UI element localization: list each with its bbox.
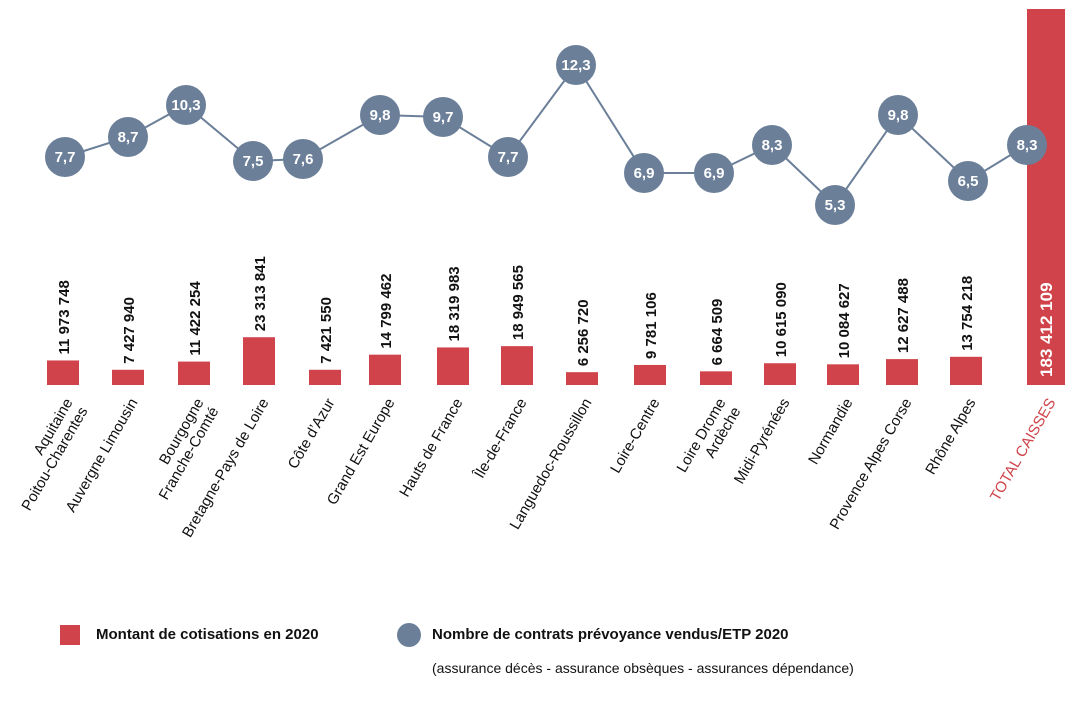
point-value-label: 5,3 (825, 197, 846, 214)
legend-bar-swatch (60, 625, 80, 645)
bar (437, 347, 469, 385)
point-value-label: 8,3 (762, 137, 783, 154)
chart: 11 973 748 7 427 940 11 422 254 23 313 841 7… (18, 9, 1065, 540)
category-label-line: Normandie (805, 396, 856, 468)
bar-value-label: 10 615 090 (773, 282, 790, 357)
point-value-label: 12,3 (561, 57, 590, 74)
bar (634, 364, 666, 385)
bar (886, 359, 918, 385)
line-point (45, 137, 85, 177)
bar (243, 337, 275, 385)
line-point (423, 97, 463, 137)
bar-value-label: 7 427 940 (121, 297, 138, 364)
bar (827, 364, 859, 385)
legend-line-sublabel: (assurance décès - assurance obsèques - … (432, 660, 854, 676)
point-value-label: 8,7 (118, 129, 139, 146)
category-label-line: Midi-Pyrénées (731, 396, 794, 488)
category-label: Midi-Pyrénées (731, 396, 794, 488)
bar-value-label: 6 256 720 (575, 299, 592, 366)
bar-value-label: 10 084 627 (836, 283, 853, 358)
line-series (64, 63, 1028, 207)
bar-value-label: 7 421 550 (318, 297, 335, 364)
point-value-label: 8,3 (1017, 137, 1038, 154)
bar-value-label: 11 422 254 (187, 281, 204, 356)
line-point (752, 125, 792, 165)
bar-value-label: 18 319 983 (446, 266, 463, 341)
bar (178, 361, 210, 385)
point-value-label: 9,8 (370, 107, 391, 124)
bar-value-label: 13 754 218 (959, 276, 976, 351)
category-label: TOTAL CAISSES (987, 396, 1060, 505)
bar (47, 360, 79, 385)
category-label: Île-de-France (471, 396, 531, 483)
category-label: Rhône Alpes (922, 396, 979, 478)
bar-value-label: 11 973 748 (56, 280, 73, 354)
category-label-line: TOTAL CAISSES (987, 396, 1060, 505)
legend-line-swatch (397, 623, 421, 647)
line-point (166, 85, 206, 125)
point-value-label: 6,5 (958, 173, 979, 190)
point-value-label: 6,9 (634, 165, 655, 182)
bar (369, 354, 401, 385)
category-label: Normandie (805, 396, 856, 468)
point-value-label: 7,7 (498, 149, 519, 166)
line-point (1007, 125, 1047, 165)
bar (700, 371, 732, 385)
bar (950, 356, 982, 385)
bar-value-label: 12 627 488 (895, 278, 912, 353)
point-value-label: 7,6 (293, 151, 314, 168)
point-value-label: 7,5 (243, 153, 264, 170)
bar-value-label: 18 949 565 (510, 265, 527, 340)
point-value-label: 6,9 (704, 165, 725, 182)
bar-value-label: 14 799 462 (378, 274, 395, 349)
category-label-line: Côte d’Azur (285, 396, 339, 472)
bar-value-label: 23 313 841 (252, 256, 269, 331)
line-point (878, 95, 918, 135)
point-value-label: 9,8 (888, 107, 909, 124)
category-label-line: Rhône Alpes (922, 396, 979, 478)
bar (566, 372, 598, 385)
bar (764, 363, 796, 385)
line-point (360, 95, 400, 135)
category-label-line: Hauts de France (396, 396, 466, 501)
line-point (948, 161, 988, 201)
bar (112, 369, 144, 385)
category-label-line: Île-de-France (471, 396, 531, 483)
line-point (815, 185, 855, 225)
bar-value-label: 183 412 109 (1037, 282, 1056, 377)
category-label: Grand Est Europe (324, 396, 399, 508)
point-value-label: 9,7 (433, 109, 454, 126)
line-point (108, 117, 148, 157)
line-point (488, 137, 528, 177)
category-label: Côte d’Azur (285, 396, 339, 472)
legend-line-label: Nombre de contrats prévoyance vendus/ETP… (432, 626, 789, 643)
line-point (624, 153, 664, 193)
category-label: Loire DromeArdèche (673, 396, 744, 485)
bar (1027, 9, 1065, 385)
legend-bar-label: Montant de cotisations en 2020 (96, 626, 319, 643)
line-point (556, 45, 596, 85)
bar (309, 369, 341, 385)
line-point (233, 141, 273, 181)
bar-value-label: 9 781 106 (643, 292, 660, 359)
category-label-line: Loire-Centre (607, 396, 663, 477)
category-label: Loire-Centre (607, 396, 663, 477)
point-value-label: 7,7 (55, 149, 76, 166)
point-value-label: 10,3 (171, 97, 200, 114)
line-point (283, 139, 323, 179)
bar (501, 346, 533, 385)
category-label-line: Grand Est Europe (324, 396, 399, 508)
line-point (694, 153, 734, 193)
category-label: Hauts de France (396, 396, 466, 501)
bar-value-label: 6 664 509 (709, 299, 726, 366)
